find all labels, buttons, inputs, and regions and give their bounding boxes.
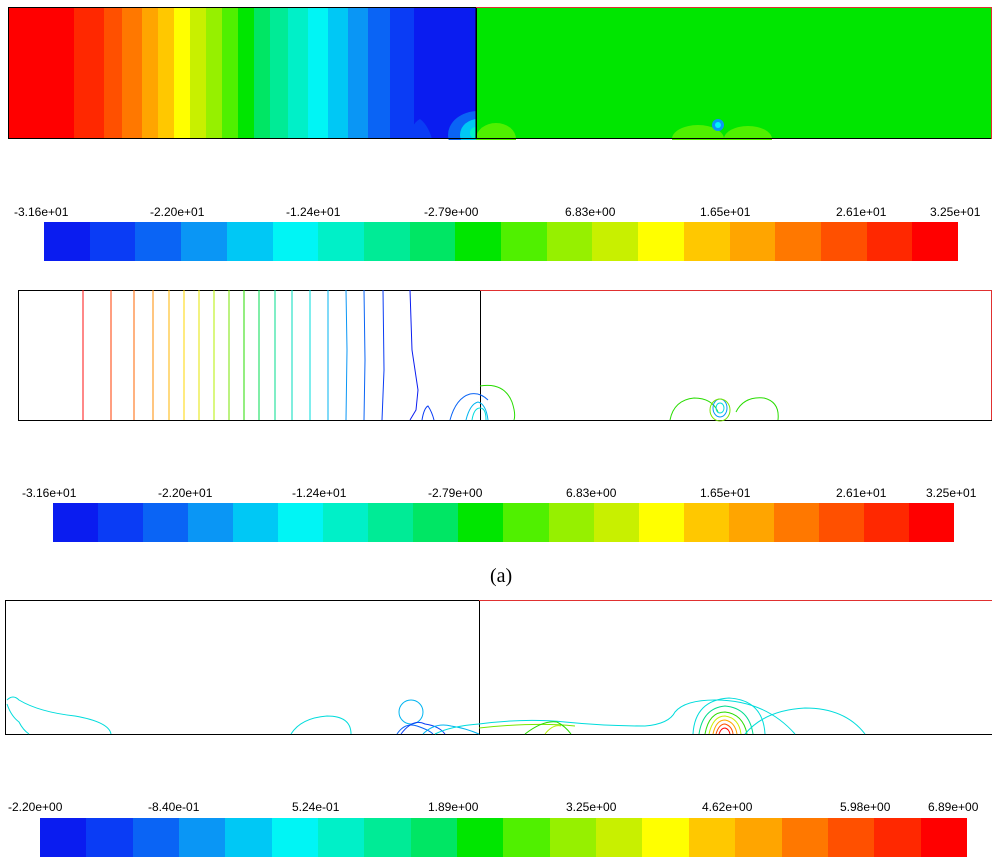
colorbar-3-swatch-11: [549, 818, 597, 857]
colorbar-2-tick-5: 1.65e+01: [700, 486, 751, 500]
colorbar-2-swatches: [53, 503, 954, 542]
right-contour-lines: [479, 384, 779, 422]
colorbar-2-swatch-14: [683, 503, 729, 542]
colorbar-1-swatch-17: [820, 222, 867, 261]
colorbar-3-tick-0: -2.20e+00: [8, 800, 63, 814]
left-contour-lines: [82, 290, 489, 421]
colorbar-2-tick-1: -2.20e+01: [158, 486, 213, 500]
colorbar-3-tick-1: -8.40e-01: [148, 800, 200, 814]
colorbar-2-swatch-19: [908, 503, 954, 542]
colorbar-3-swatches: [40, 818, 967, 857]
colorbar-2-swatch-5: [278, 503, 324, 542]
colorbar-1-swatch-13: [638, 222, 684, 261]
figure-caption: (a): [490, 565, 513, 587]
colorbar-2-tick-6: 2.61e+01: [836, 486, 887, 500]
colorbar-1-swatch-6: [318, 222, 364, 261]
colorbar-1-swatch-16: [775, 222, 821, 261]
colorbar-1-swatch-12: [592, 222, 639, 261]
colorbar-2-swatch-7: [368, 503, 414, 542]
colorbar-2-swatch-15: [728, 503, 774, 542]
colorbar-2-swatch-11: [548, 503, 594, 542]
colorbar-3-swatch-18: [874, 818, 921, 857]
colorbar-1-swatches: [44, 222, 959, 261]
colorbar-3-swatch-10: [503, 818, 550, 857]
colorbar-2-swatch-9: [458, 503, 504, 542]
bottom-left-contour-lines: [6, 696, 480, 735]
colorbar-1-swatch-10: [501, 222, 547, 261]
colorbar-3-swatch-12: [596, 818, 643, 857]
colorbar-3-swatch-19: [920, 818, 967, 857]
colorbar-2-swatch-0: [53, 503, 99, 542]
colorbar-2-tick-4: 6.83e+00: [566, 486, 617, 500]
colorbar-3-tick-4: 3.25e+00: [566, 800, 617, 814]
colorbar-3-swatch-16: [781, 818, 828, 857]
colorbar-3-swatch-4: [225, 818, 272, 857]
colorbar-2-tick-0: -3.16e+01: [22, 486, 77, 500]
colorbar-1-tick-4: 6.83e+00: [565, 205, 616, 219]
colorbar-2-swatch-13: [638, 503, 684, 542]
colorbar-2-swatch-2: [143, 503, 189, 542]
colorbar-2-tick-3: -2.79e+00: [428, 486, 483, 500]
colorbar-1-swatch-7: [363, 222, 410, 261]
colorbar-3-tick-7: 6.89e+00: [928, 800, 979, 814]
colorbar-1-swatch-15: [729, 222, 776, 261]
colorbar-3-swatch-0: [40, 818, 87, 857]
colorbar-1-tick-3: -2.79e+00: [424, 205, 479, 219]
colorbar-3-swatch-14: [688, 818, 736, 857]
right-domain-fill: [476, 7, 992, 140]
filled-contour-plot: [8, 7, 992, 140]
colorbar-1-swatch-14: [683, 222, 730, 261]
colorbar-3-swatch-5: [271, 818, 319, 857]
colorbar-1-swatch-0: [44, 222, 90, 261]
colorbar-2-swatch-10: [503, 503, 549, 542]
colorbar-1-tick-6: 2.61e+01: [836, 205, 887, 219]
colorbar-1-tick-5: 1.65e+01: [700, 205, 751, 219]
colorbar-3-swatch-17: [827, 818, 875, 857]
colorbar-3-swatch-2: [132, 818, 180, 857]
colorbar-1-swatch-1: [89, 222, 136, 261]
colorbar-3-swatch-13: [642, 818, 689, 857]
colorbar-2-swatch-16: [773, 503, 819, 542]
contour-lines-plot-b: [5, 600, 992, 735]
colorbar-3-swatch-3: [179, 818, 226, 857]
colorbar-1-swatch-19: [912, 222, 959, 261]
colorbar-2-tick-7: 3.25e+01: [926, 486, 977, 500]
colorbar-2-swatch-8: [413, 503, 459, 542]
colorbar-1-swatch-4: [226, 222, 273, 261]
colorbar-2-swatch-17: [818, 503, 864, 542]
colorbar-1-tick-7: 3.25e+01: [930, 205, 981, 219]
colorbar-1-tick-1: -2.20e+01: [150, 205, 205, 219]
colorbar-3-swatch-15: [735, 818, 782, 857]
colorbar-2-swatch-12: [593, 503, 639, 542]
colorbar-3-tick-2: 5.24e-01: [292, 800, 340, 814]
colorbar-1-swatch-2: [135, 222, 182, 261]
colorbar-2-swatch-1: [98, 503, 144, 542]
colorbar-3-swatch-1: [86, 818, 133, 857]
colorbar-2-swatch-6: [323, 503, 369, 542]
colorbar-1-swatch-5: [272, 222, 319, 261]
colorbar-1-swatch-18: [866, 222, 913, 261]
bottom-right-contour-lines: [478, 697, 866, 735]
colorbar-1-swatch-11: [546, 222, 593, 261]
colorbar-2-swatch-4: [233, 503, 279, 542]
colorbar-2-swatch-3: [188, 503, 234, 542]
left-domain-fill: [8, 7, 508, 140]
colorbar-1-swatch-3: [181, 222, 227, 261]
colorbar-3-swatch-7: [364, 818, 411, 857]
colorbar-2-swatch-18: [863, 503, 909, 542]
colorbar-3-tick-6: 5.98e+00: [840, 800, 891, 814]
colorbar-1-tick-2: -1.24e+01: [286, 205, 341, 219]
colorbar-3-swatch-9: [457, 818, 504, 857]
colorbar-3-swatch-6: [318, 818, 365, 857]
colorbar-3-swatch-8: [410, 818, 458, 857]
colorbar-1-swatch-9: [455, 222, 502, 261]
colorbar-1-tick-0: -3.16e+01: [14, 205, 69, 219]
colorbar-2-tick-2: -1.24e+01: [292, 486, 347, 500]
colorbar-3-tick-3: 1.89e+00: [428, 800, 479, 814]
colorbar-3-tick-5: 4.62e+00: [702, 800, 753, 814]
contour-lines-plot: [18, 290, 992, 422]
colorbar-1-swatch-8: [409, 222, 456, 261]
